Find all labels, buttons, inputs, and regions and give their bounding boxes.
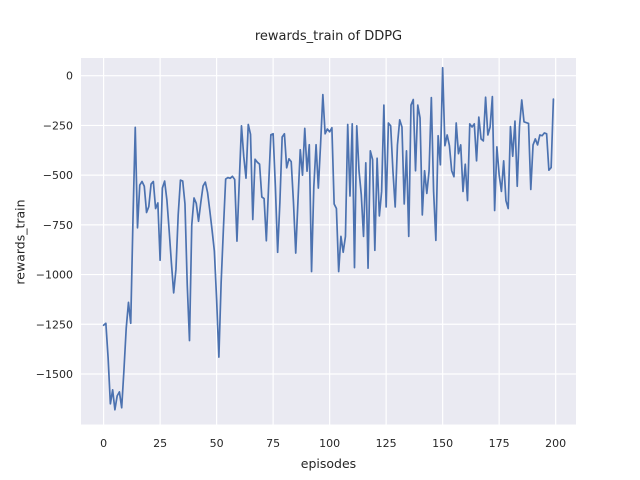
svg-text:0: 0 xyxy=(66,70,73,83)
x-tick-labels: 0 25 50 75 100 125 150 175 200 xyxy=(100,437,566,450)
svg-text:−1000: −1000 xyxy=(36,269,73,282)
y-axis-label: rewards_train xyxy=(12,199,28,285)
series-line xyxy=(102,66,555,411)
svg-text:−750: −750 xyxy=(43,219,73,232)
svg-text:200: 200 xyxy=(545,437,566,450)
svg-text:−1500: −1500 xyxy=(36,368,73,381)
svg-text:175: 175 xyxy=(489,437,510,450)
x-axis-label: episodes xyxy=(300,456,357,471)
svg-text:150: 150 xyxy=(432,437,453,450)
svg-text:75: 75 xyxy=(266,437,280,450)
svg-text:−500: −500 xyxy=(43,169,73,182)
y-tick-labels: 0 −250 −500 −750 −1000 −1250 −1500 xyxy=(36,70,73,381)
svg-text:25: 25 xyxy=(153,437,167,450)
svg-text:0: 0 xyxy=(100,437,107,450)
gridlines xyxy=(81,58,576,425)
chart-title: rewards_train of DDPG xyxy=(254,29,403,44)
svg-text:50: 50 xyxy=(210,437,224,450)
svg-text:125: 125 xyxy=(376,437,397,450)
svg-text:−250: −250 xyxy=(43,119,73,132)
svg-text:−1250: −1250 xyxy=(36,318,73,331)
svg-text:100: 100 xyxy=(319,437,340,450)
axes-panel xyxy=(81,58,576,425)
